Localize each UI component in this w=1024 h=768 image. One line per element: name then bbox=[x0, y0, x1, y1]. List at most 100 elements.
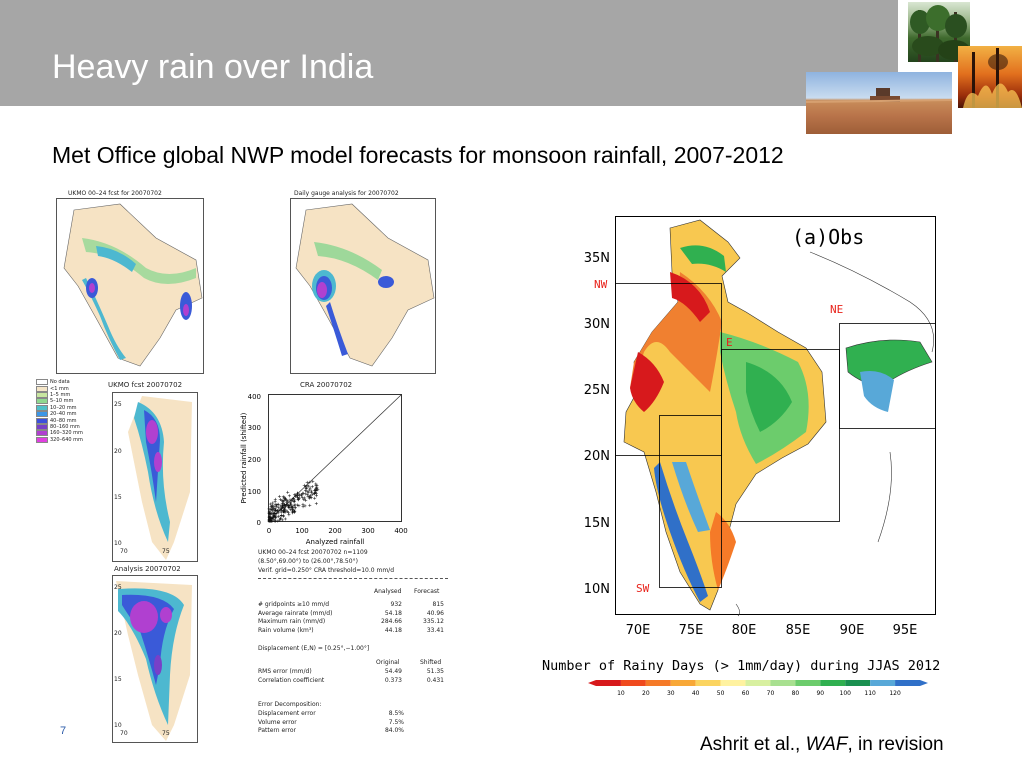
scatter-point bbox=[310, 491, 314, 495]
scatter-point bbox=[269, 511, 273, 515]
legend-item: <1 mm bbox=[36, 385, 96, 392]
scatter-point bbox=[305, 480, 309, 484]
forest-photo-trees bbox=[910, 5, 970, 62]
scatter-point bbox=[287, 513, 291, 517]
obs-lon-80e: 80E bbox=[732, 623, 757, 638]
legend-swatch bbox=[36, 391, 48, 398]
analysis-zoom-tick-15: 15 bbox=[114, 676, 122, 683]
colorbar-cell bbox=[820, 680, 846, 686]
scatter-point bbox=[269, 508, 273, 512]
scatter-point bbox=[297, 498, 301, 502]
legend-item: 20–40 mm bbox=[36, 411, 96, 418]
legend-label: 320–640 mm bbox=[50, 436, 83, 443]
scatter-point bbox=[314, 483, 318, 487]
scatter-point bbox=[314, 502, 318, 506]
legend-label: 10–20 mm bbox=[50, 404, 77, 411]
stats-row-label: Maximum rain (mm/d) bbox=[258, 618, 326, 625]
fcst-top-westcoast-rain bbox=[82, 278, 126, 360]
scatter-point bbox=[287, 494, 291, 498]
scatter-point bbox=[301, 496, 305, 500]
forest-photo bbox=[908, 2, 970, 62]
scatter-point bbox=[270, 516, 274, 520]
colorbar-tick-label: 120 bbox=[889, 690, 901, 697]
colorbar-right-arrow bbox=[920, 680, 928, 686]
legend-label: 5–10 mm bbox=[50, 398, 74, 405]
slide-subtitle: Met Office global NWP model forecasts fo… bbox=[52, 142, 784, 168]
cra-xtick-100: 100 bbox=[295, 527, 308, 535]
analysis-zoom-map bbox=[112, 575, 198, 743]
obs-lat-10n: 10N bbox=[584, 582, 610, 597]
legend-swatch bbox=[36, 436, 48, 443]
obs-region-ne-box bbox=[839, 323, 936, 429]
scatter-point bbox=[276, 502, 280, 506]
scatter-point bbox=[273, 511, 277, 515]
obs-label-nw: NW bbox=[594, 278, 608, 291]
scatter-point bbox=[276, 511, 280, 515]
legend-item: 1–5 mm bbox=[36, 391, 96, 398]
legend-swatch bbox=[36, 404, 48, 411]
stats-row: # gridpoints ≥10 mm/d 932 815 bbox=[258, 601, 448, 610]
colorbar-tick-label: 80 bbox=[792, 690, 800, 697]
fcst-top-map bbox=[56, 198, 204, 374]
colorbar-cell bbox=[870, 680, 896, 686]
stats-row-value2: 815 bbox=[432, 601, 444, 608]
scatter-point bbox=[307, 488, 311, 492]
cra-ytick-400: 400 bbox=[248, 393, 261, 401]
analysis-zoom-tick-75: 75 bbox=[162, 730, 170, 737]
scatter-point bbox=[303, 489, 307, 493]
obs-colorbar-cells bbox=[588, 680, 928, 686]
cra-ylabel: Predicted rainfall (shifted) bbox=[240, 412, 248, 503]
stats-row-label: Rain volume (km³) bbox=[258, 626, 314, 634]
farm-harvest-photo bbox=[806, 72, 952, 134]
legend-swatch bbox=[36, 417, 48, 424]
stats-row-label: Volume error bbox=[258, 718, 297, 726]
fcst-zoom-title: UKMO fcst 20070702 bbox=[108, 381, 183, 389]
obs-wet-westghats bbox=[672, 462, 710, 532]
farm-harvest-photo-machine bbox=[806, 88, 952, 103]
scatter-point bbox=[277, 515, 281, 519]
legend-item: No data bbox=[36, 379, 96, 386]
fcst-zoom-tick-10: 10 bbox=[114, 540, 122, 547]
scatter-point bbox=[302, 498, 306, 502]
colorbar-tick-label: 30 bbox=[667, 690, 675, 697]
scatter-point bbox=[302, 483, 306, 487]
scatter-point bbox=[307, 496, 311, 500]
cra-xtick-0: 0 bbox=[267, 527, 271, 535]
obs-lon-75e: 75E bbox=[679, 623, 704, 638]
analysis-zoom-rain-peak bbox=[130, 601, 158, 633]
scatter-point bbox=[282, 506, 286, 510]
scatter-point bbox=[273, 512, 277, 516]
scatter-point bbox=[283, 503, 287, 507]
stats-col-shifted: Shifted bbox=[420, 659, 442, 666]
obs-lat-35n: 35N bbox=[584, 251, 610, 266]
stats-divider bbox=[258, 578, 448, 579]
cra-scatter: 400 300 200 100 0 0 100 200 300 400 Anal… bbox=[240, 393, 408, 546]
analysis-zoom-tick-20: 20 bbox=[114, 630, 122, 637]
stats-displacement: Displacement (E,N) = [0.25°,−1.00°] bbox=[258, 645, 370, 652]
reference: Ashrit et al., WAF, in revision bbox=[700, 734, 944, 756]
rain-legend-list: No data <1 mm 1–5 mm 5–10 mm 10–20 mm 20–40 m… bbox=[36, 379, 96, 443]
cra-xlabel: Analyzed rainfall bbox=[306, 538, 364, 546]
cra-ytick-200: 200 bbox=[248, 456, 261, 464]
stats-row-label: RMS error (mm/d) bbox=[258, 668, 312, 675]
scatter-point bbox=[273, 497, 277, 501]
stats-row-label: # gridpoints ≥10 mm/d bbox=[258, 601, 330, 608]
stats-row: RMS error (mm/d) 54.49 51.35 bbox=[258, 668, 448, 677]
colorbar-tick-label: 110 bbox=[864, 690, 876, 697]
colorbar-left-arrow bbox=[588, 680, 596, 686]
stats-header3: Verif. grid=0.250° CRA threshold=10.0 mm… bbox=[258, 567, 395, 574]
colorbar-cell bbox=[745, 680, 771, 686]
scatter-point bbox=[301, 491, 305, 495]
legend-label: 160–320 mm bbox=[50, 430, 83, 437]
colorbar-tick-label: 100 bbox=[840, 690, 852, 697]
stats-row-value1: 8.5% bbox=[388, 710, 404, 717]
scatter-point bbox=[279, 514, 283, 518]
fcst-zoom-tick-75: 75 bbox=[162, 548, 170, 555]
stats-header2: (8.50°,69.00°) to (26.00°,78.50°) bbox=[258, 558, 358, 565]
colorbar-cell bbox=[770, 680, 796, 686]
scatter-point bbox=[297, 504, 301, 508]
reference-journal: WAF bbox=[805, 734, 848, 755]
scatter-point bbox=[275, 504, 279, 508]
scatter-point bbox=[290, 499, 294, 503]
scatter-point bbox=[291, 505, 295, 509]
